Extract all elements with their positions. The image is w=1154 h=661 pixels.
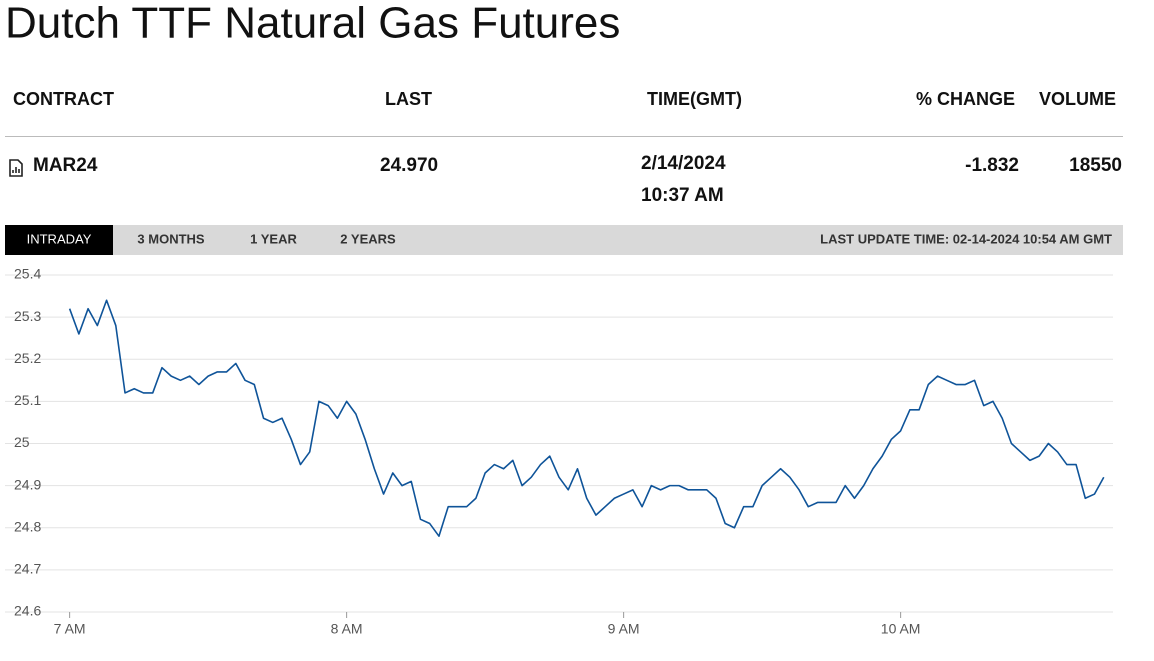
x-tick-label: 7 AM	[54, 621, 86, 637]
y-tick-label: 24.9	[14, 476, 41, 492]
x-tick-label: 9 AM	[608, 621, 640, 637]
page-title: Dutch TTF Natural Gas Futures	[5, 0, 620, 48]
y-tick-label: 25.1	[14, 392, 41, 408]
y-tick-label: 25.4	[14, 266, 41, 282]
last-update: LAST UPDATE TIME: 02-14-2024 10:54 AM GM…	[820, 231, 1112, 246]
y-tick-label: 25.3	[14, 308, 41, 324]
table-cell: 24.970	[380, 155, 438, 176]
table-cell: -1.832	[965, 155, 1019, 176]
column-header: VOLUME	[1039, 89, 1116, 109]
file-icon	[9, 159, 23, 177]
table-cell: 2/14/2024	[641, 153, 726, 174]
y-tick-label: 25.2	[14, 350, 41, 366]
tab[interactable]: 1 YEAR	[250, 231, 297, 246]
x-tick-label: 8 AM	[331, 621, 363, 637]
y-tick-label: 24.6	[14, 603, 41, 619]
table-cell: 10:37 AM	[641, 185, 724, 206]
tab[interactable]: 3 MONTHS	[137, 231, 205, 246]
active-tab[interactable]	[5, 225, 113, 255]
column-header: % CHANGE	[916, 89, 1015, 109]
tab-bar	[5, 225, 1123, 255]
x-tick-label: 10 AM	[881, 621, 921, 637]
table-cell: MAR24	[33, 155, 98, 176]
tab[interactable]: INTRADAY	[27, 231, 92, 246]
column-header: TIME(GMT)	[647, 89, 742, 109]
y-tick-label: 25	[14, 434, 30, 450]
y-tick-label: 24.8	[14, 518, 41, 534]
price-line	[68, 299, 1105, 537]
table-cell: 18550	[1069, 155, 1122, 176]
tab[interactable]: 2 YEARS	[340, 231, 396, 246]
column-header: LAST	[385, 89, 432, 109]
y-tick-label: 24.7	[14, 561, 41, 577]
column-header: CONTRACT	[13, 89, 114, 109]
